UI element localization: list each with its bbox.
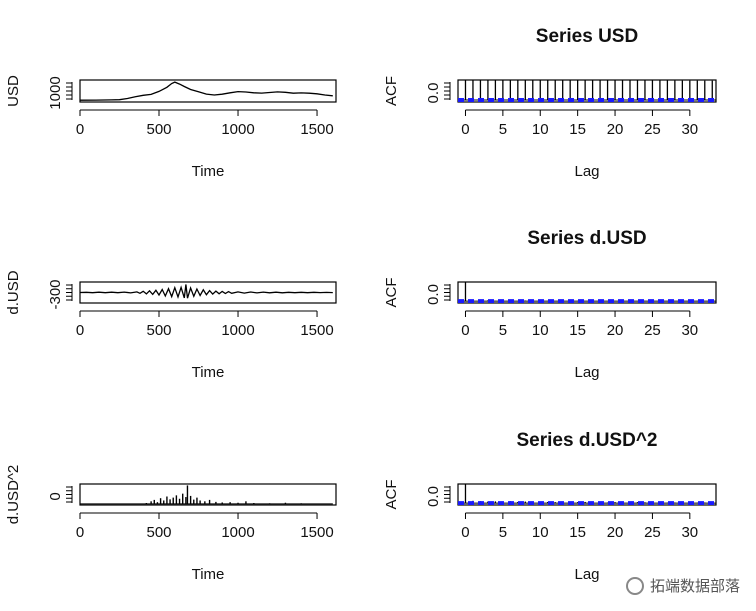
x-tick-label: 20 <box>607 121 624 138</box>
wechat-icon <box>625 576 644 595</box>
x-axis-title: Time <box>192 364 225 381</box>
x-tick-label: 5 <box>499 121 507 138</box>
y-axis-title: d.USD^2 <box>5 465 22 525</box>
x-tick-label: 0 <box>76 524 84 541</box>
x-tick-label: 0 <box>76 322 84 339</box>
x-tick-label: 20 <box>607 524 624 541</box>
x-tick-label: 0 <box>76 121 84 138</box>
x-axis-title: Time <box>192 566 225 583</box>
x-tick-label: 1500 <box>300 121 333 138</box>
x-tick-label: 15 <box>569 121 586 138</box>
panel-3: Series d.USD 0 5 10 15 20 25 30 Lag 0.0 ACF <box>383 228 717 381</box>
x-tick-label: 20 <box>607 322 624 339</box>
panel-1: Series USD 0 5 10 15 20 25 30 Lag 0.0 ACF <box>383 26 717 180</box>
plot-frame <box>79 79 337 103</box>
x-tick-label: 10 <box>532 524 549 541</box>
plot-frame <box>79 483 337 506</box>
x-tick-label: 25 <box>644 121 661 138</box>
x-tick-label: 30 <box>681 524 698 541</box>
y-tick-label: 0 <box>47 492 64 500</box>
x-axis-title: Lag <box>574 163 599 180</box>
panel-2: 0 500 1000 1500 Time -300 d.USD <box>5 270 337 381</box>
watermark: 拓端数据部落 <box>625 575 742 596</box>
panel-0: 0 500 1000 1500 Time 1000 USD <box>5 75 337 180</box>
y-axis-title: ACF <box>383 76 400 106</box>
x-axis-title: Lag <box>574 566 599 583</box>
x-tick-label: 500 <box>146 322 171 339</box>
plot-frame <box>457 281 717 304</box>
x-tick-label: 0 <box>461 121 469 138</box>
x-tick-label: 0 <box>461 322 469 339</box>
x-tick-label: 25 <box>644 322 661 339</box>
y-tick-label: -300 <box>47 279 64 309</box>
plot-frame <box>457 79 717 103</box>
x-axis-title: Lag <box>574 364 599 381</box>
x-tick-label: 1000 <box>221 322 254 339</box>
x-tick-label: 1000 <box>221 121 254 138</box>
x-tick-label: 1000 <box>221 524 254 541</box>
panel-5: Series d.USD^2 0 5 10 15 20 25 30 Lag 0.0 ACF <box>383 430 717 583</box>
x-tick-label: 5 <box>499 524 507 541</box>
plot-frame <box>457 483 717 506</box>
x-tick-label: 5 <box>499 322 507 339</box>
x-tick-label: 1500 <box>300 322 333 339</box>
x-tick-label: 15 <box>569 524 586 541</box>
x-tick-label: 30 <box>681 322 698 339</box>
plot-title: Series USD <box>536 26 638 47</box>
x-tick-label: 500 <box>146 524 171 541</box>
watermark-text: 拓端数据部落 <box>647 575 742 596</box>
plot-title: Series d.USD^2 <box>517 430 658 451</box>
y-axis-title: ACF <box>383 480 400 510</box>
y-tick-label: 0.0 <box>425 486 442 507</box>
x-tick-label: 10 <box>532 121 549 138</box>
x-tick-label: 0 <box>461 524 469 541</box>
y-axis-title: USD <box>5 75 22 107</box>
x-tick-label: 10 <box>532 322 549 339</box>
series-line <box>79 284 333 300</box>
x-tick-label: 500 <box>146 121 171 138</box>
x-tick-label: 30 <box>681 121 698 138</box>
series-line <box>79 81 333 101</box>
x-tick-label: 1500 <box>300 524 333 541</box>
x-tick-label: 15 <box>569 322 586 339</box>
panel-4: 0 500 1000 1500 Time 0 d.USD^2 <box>5 465 337 583</box>
y-tick-label: 0.0 <box>425 284 442 305</box>
plot-title: Series d.USD <box>527 228 646 249</box>
x-axis-title: Time <box>192 163 225 180</box>
y-axis-title: ACF <box>383 278 400 308</box>
x-tick-label: 25 <box>644 524 661 541</box>
y-axis-title: d.USD <box>5 270 22 314</box>
y-tick-label: 0.0 <box>425 83 442 104</box>
y-tick-label: 1000 <box>47 76 64 109</box>
